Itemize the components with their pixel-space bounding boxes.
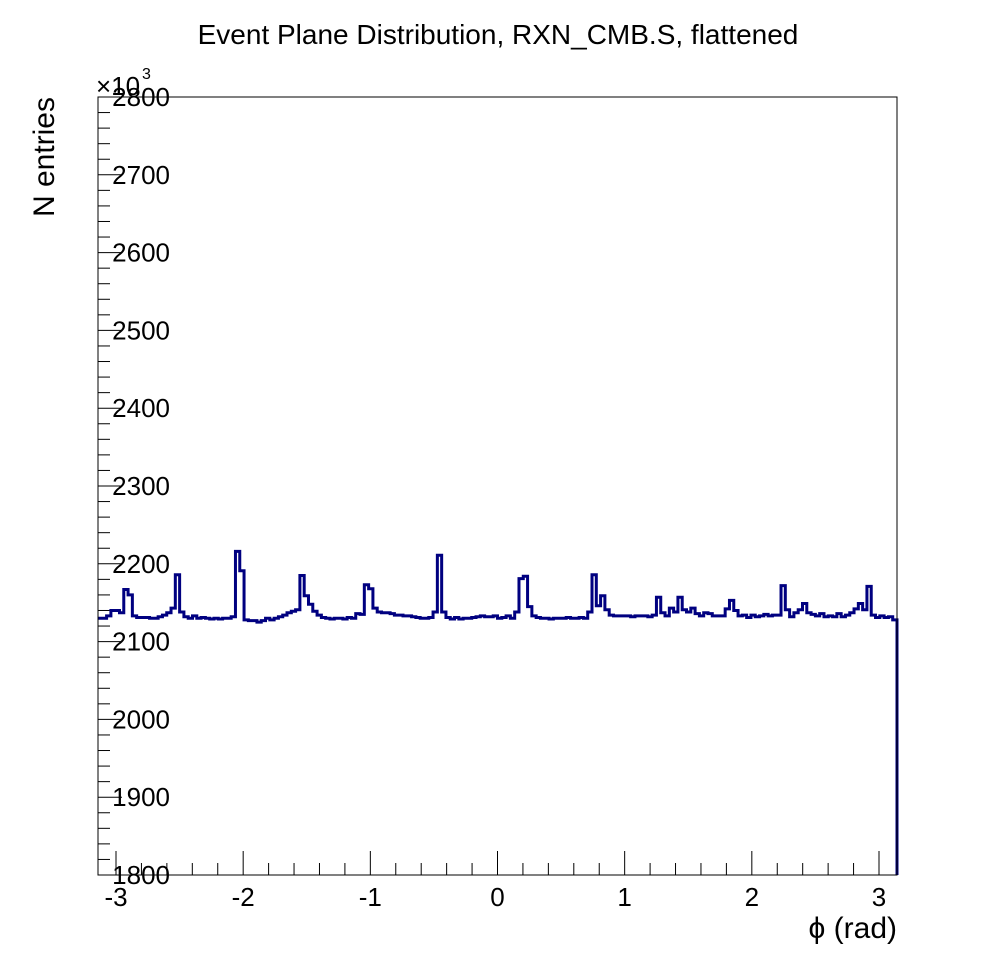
- y-tick-label: 2300: [112, 471, 170, 501]
- x-tick-label: -2: [232, 882, 255, 912]
- x-tick-label: 1: [617, 882, 631, 912]
- y-axis-label: N entries: [28, 97, 61, 217]
- histogram-line: [98, 549, 899, 875]
- y-tick-label: 2600: [112, 238, 170, 268]
- y-tick-label: 2200: [112, 549, 170, 579]
- y-tick-label: 2500: [112, 315, 170, 345]
- y-multiplier-label: ×10: [96, 71, 140, 101]
- x-tick-label: -3: [104, 882, 127, 912]
- y-multiplier: ×10 3: [96, 66, 151, 101]
- y-tick-label: 2700: [112, 160, 170, 190]
- x-tick-labels: -3 -2 -1 0 1 2 3: [104, 882, 886, 912]
- x-tick-label: -1: [359, 882, 382, 912]
- histogram-series: [98, 549, 899, 875]
- y-multiplier-exponent: 3: [142, 66, 151, 83]
- x-tick-label: 3: [872, 882, 886, 912]
- y-tick-label: 2100: [112, 627, 170, 657]
- x-tick-label: 2: [745, 882, 759, 912]
- x-tick-label: 0: [490, 882, 504, 912]
- chart-title: Event Plane Distribution, RXN_CMB.S, fla…: [198, 19, 799, 50]
- y-tick-label: 1900: [112, 782, 170, 812]
- y-tick-label: 2000: [112, 704, 170, 734]
- x-axis-label: ϕ (rad): [809, 912, 897, 945]
- y-tick-label: 2400: [112, 393, 170, 423]
- plot-frame: [97, 96, 898, 876]
